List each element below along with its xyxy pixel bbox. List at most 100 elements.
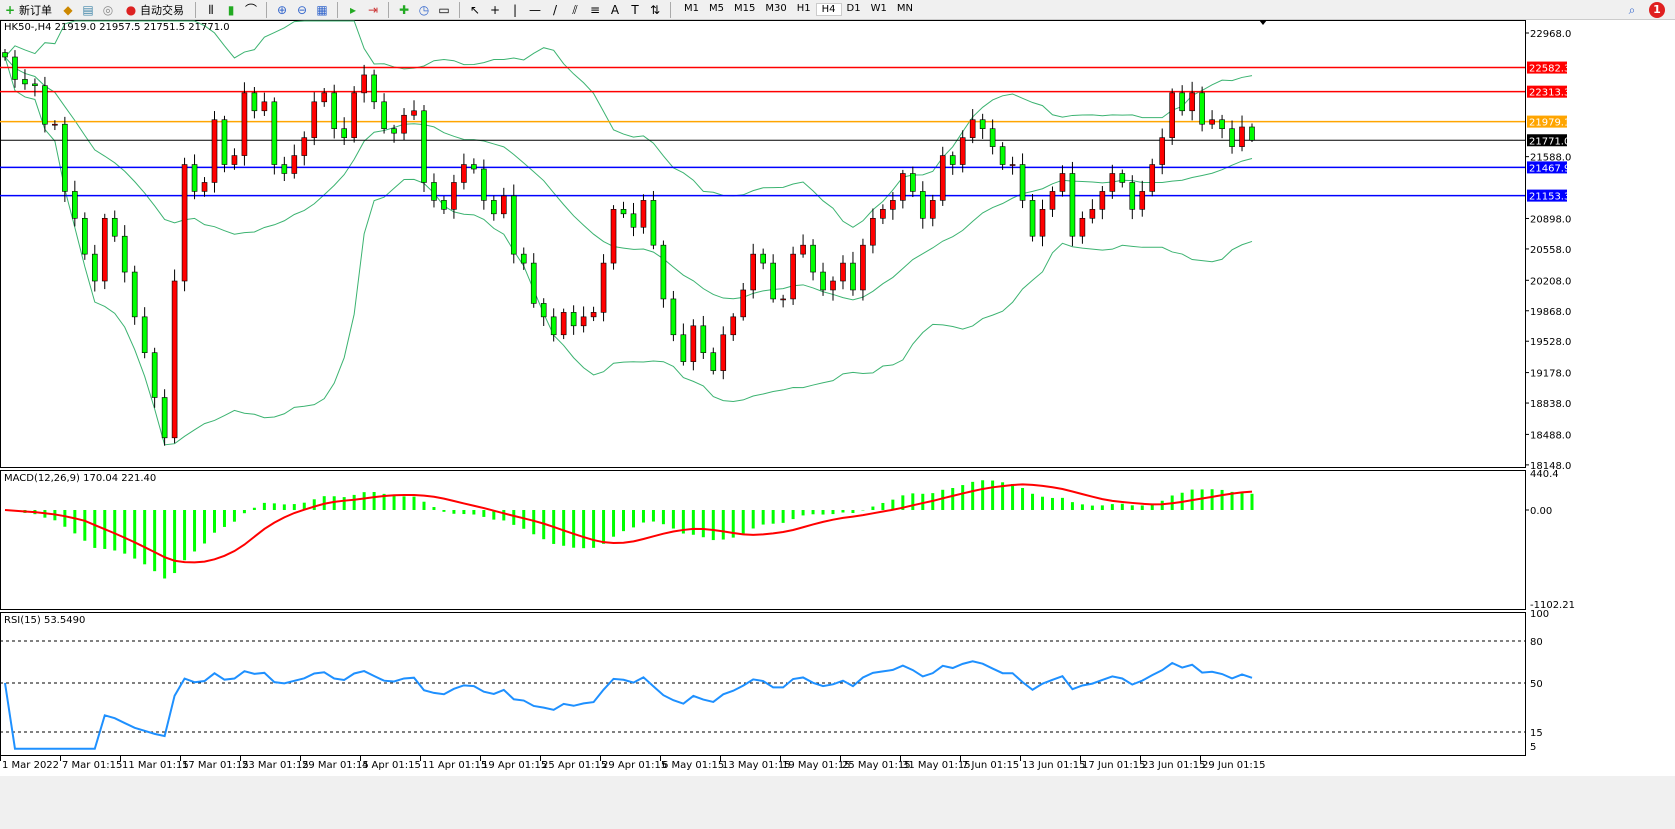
text-label-icon[interactable]: T <box>631 2 639 17</box>
candle <box>660 240 667 308</box>
candle-body <box>42 85 48 125</box>
macd-signal-line <box>4 483 1253 564</box>
candle-body <box>52 123 58 126</box>
zoom-out-icon[interactable]: ⊖ <box>296 2 308 17</box>
candle <box>2 48 8 61</box>
candle <box>211 111 218 193</box>
candle <box>22 69 28 90</box>
candle <box>690 319 697 371</box>
chart-shift-icon[interactable]: ⇥ <box>367 2 379 17</box>
candle-body <box>1019 164 1026 201</box>
cursor-icon[interactable]: ↖ <box>469 2 481 17</box>
candle-body <box>1099 191 1106 210</box>
candle <box>461 153 467 190</box>
chart-window[interactable]: 22968.0 21588.0 20898.0 20558.0 20208.0 19868… <box>0 20 1675 829</box>
auto-scroll-icon[interactable]: ▸ <box>349 2 357 17</box>
chart-background <box>0 20 1675 776</box>
timeframe-h1[interactable]: H1 <box>796 3 811 14</box>
candle <box>1109 164 1116 199</box>
fibonacci-icon[interactable]: ≡ <box>589 2 601 17</box>
separator <box>266 1 267 18</box>
search-icon[interactable]: ⌕ <box>1628 2 1636 17</box>
separator <box>337 1 338 18</box>
candle-body <box>1209 119 1215 125</box>
price-level-tag <box>1527 134 1567 147</box>
periods-icon[interactable]: ◷ <box>418 2 430 17</box>
timeframe-d1[interactable]: D1 <box>846 3 861 14</box>
price-level-label: 21771.0 <box>1529 136 1570 147</box>
candle <box>560 308 567 340</box>
timeframe-h4[interactable]: H4 <box>815 3 842 16</box>
new-order-button[interactable]: + 新订单 <box>0 1 55 19</box>
candle-body <box>481 168 487 201</box>
timeframe-mn[interactable]: MN <box>896 3 913 14</box>
candle-body <box>401 114 407 134</box>
tile-windows-icon[interactable]: ▦ <box>316 2 328 17</box>
candle <box>181 157 188 292</box>
candle <box>32 78 38 97</box>
line-chart-icon[interactable]: ⌒ <box>244 2 257 17</box>
candle-body <box>261 101 268 112</box>
candle <box>820 262 826 296</box>
templates-icon[interactable]: ▭ <box>438 2 450 17</box>
candle-body <box>1249 126 1255 141</box>
candle <box>391 124 397 143</box>
candle <box>1179 85 1185 116</box>
candle <box>740 282 747 321</box>
candle-body <box>411 110 417 116</box>
candle <box>1029 194 1036 242</box>
chart-shift-marker-icon <box>1259 20 1267 25</box>
notification-badge[interactable]: 1 <box>1649 1 1665 18</box>
bar-chart-icon[interactable]: ⫴ <box>208 2 214 17</box>
price-level-label: 21979.1 <box>1529 118 1570 129</box>
date-tick-label: 6 May 01:15 <box>662 760 724 771</box>
candle-body <box>181 164 188 282</box>
horizontal-line-icon[interactable]: — <box>529 2 541 17</box>
candle <box>131 265 138 325</box>
trendline-icon[interactable]: / <box>552 2 558 17</box>
crosshair-icon[interactable]: + <box>489 2 501 17</box>
timeframe-bar: M1 M5 M15 M30 H1 H4 D1 W1 MN <box>679 3 918 16</box>
candle <box>1159 128 1166 175</box>
candle-body <box>421 110 427 183</box>
candle <box>151 347 158 408</box>
rsi-tick-label: 50 <box>1530 679 1543 690</box>
timeframe-m5[interactable]: M5 <box>709 3 724 14</box>
candle-body <box>1119 173 1126 183</box>
text-icon[interactable]: A <box>610 2 620 17</box>
market-watch-icon[interactable]: ◆ <box>63 2 73 17</box>
candle <box>949 151 956 175</box>
candle-body <box>201 182 208 192</box>
vertical-line-icon[interactable]: | <box>512 2 518 17</box>
timeframe-m30[interactable]: M30 <box>765 3 787 14</box>
timeframe-m1[interactable]: M1 <box>684 3 699 14</box>
candle <box>880 204 886 225</box>
candle <box>870 208 876 254</box>
auto-trading-button[interactable]: ● 自动交易 <box>121 1 187 19</box>
zoom-in-icon[interactable]: ⊕ <box>276 2 288 17</box>
macd-tick-label: -1102.21 <box>1530 600 1575 611</box>
timeframe-w1[interactable]: W1 <box>870 3 887 14</box>
candle <box>381 93 387 134</box>
candle-body <box>939 155 946 201</box>
bollinger-lower <box>4 56 1253 446</box>
candle-body <box>1139 191 1146 210</box>
candle-body <box>730 316 737 336</box>
candle <box>780 294 786 308</box>
timeframe-m15[interactable]: M15 <box>734 3 756 14</box>
price-tick-label: 21588.0 <box>1530 153 1571 164</box>
candle-body <box>211 119 218 183</box>
navigator-icon[interactable]: ▤ <box>82 2 94 17</box>
date-tick-label: 13 May 01:15 <box>722 760 791 771</box>
candle <box>72 180 78 227</box>
candle <box>540 298 547 326</box>
macd-tick-label: 440.4 <box>1530 469 1559 480</box>
candle-body <box>790 253 796 300</box>
rsi-pane-frame <box>0 612 1526 756</box>
candle <box>790 246 796 305</box>
equidistant-channel-icon[interactable]: ⫽ <box>572 2 578 17</box>
candlestick-icon[interactable]: ▮ <box>227 2 235 17</box>
arrows-icon[interactable]: ⇅ <box>649 2 661 17</box>
signal-icon[interactable]: ◎ <box>102 2 114 17</box>
indicators-icon[interactable]: ✚ <box>398 2 410 17</box>
